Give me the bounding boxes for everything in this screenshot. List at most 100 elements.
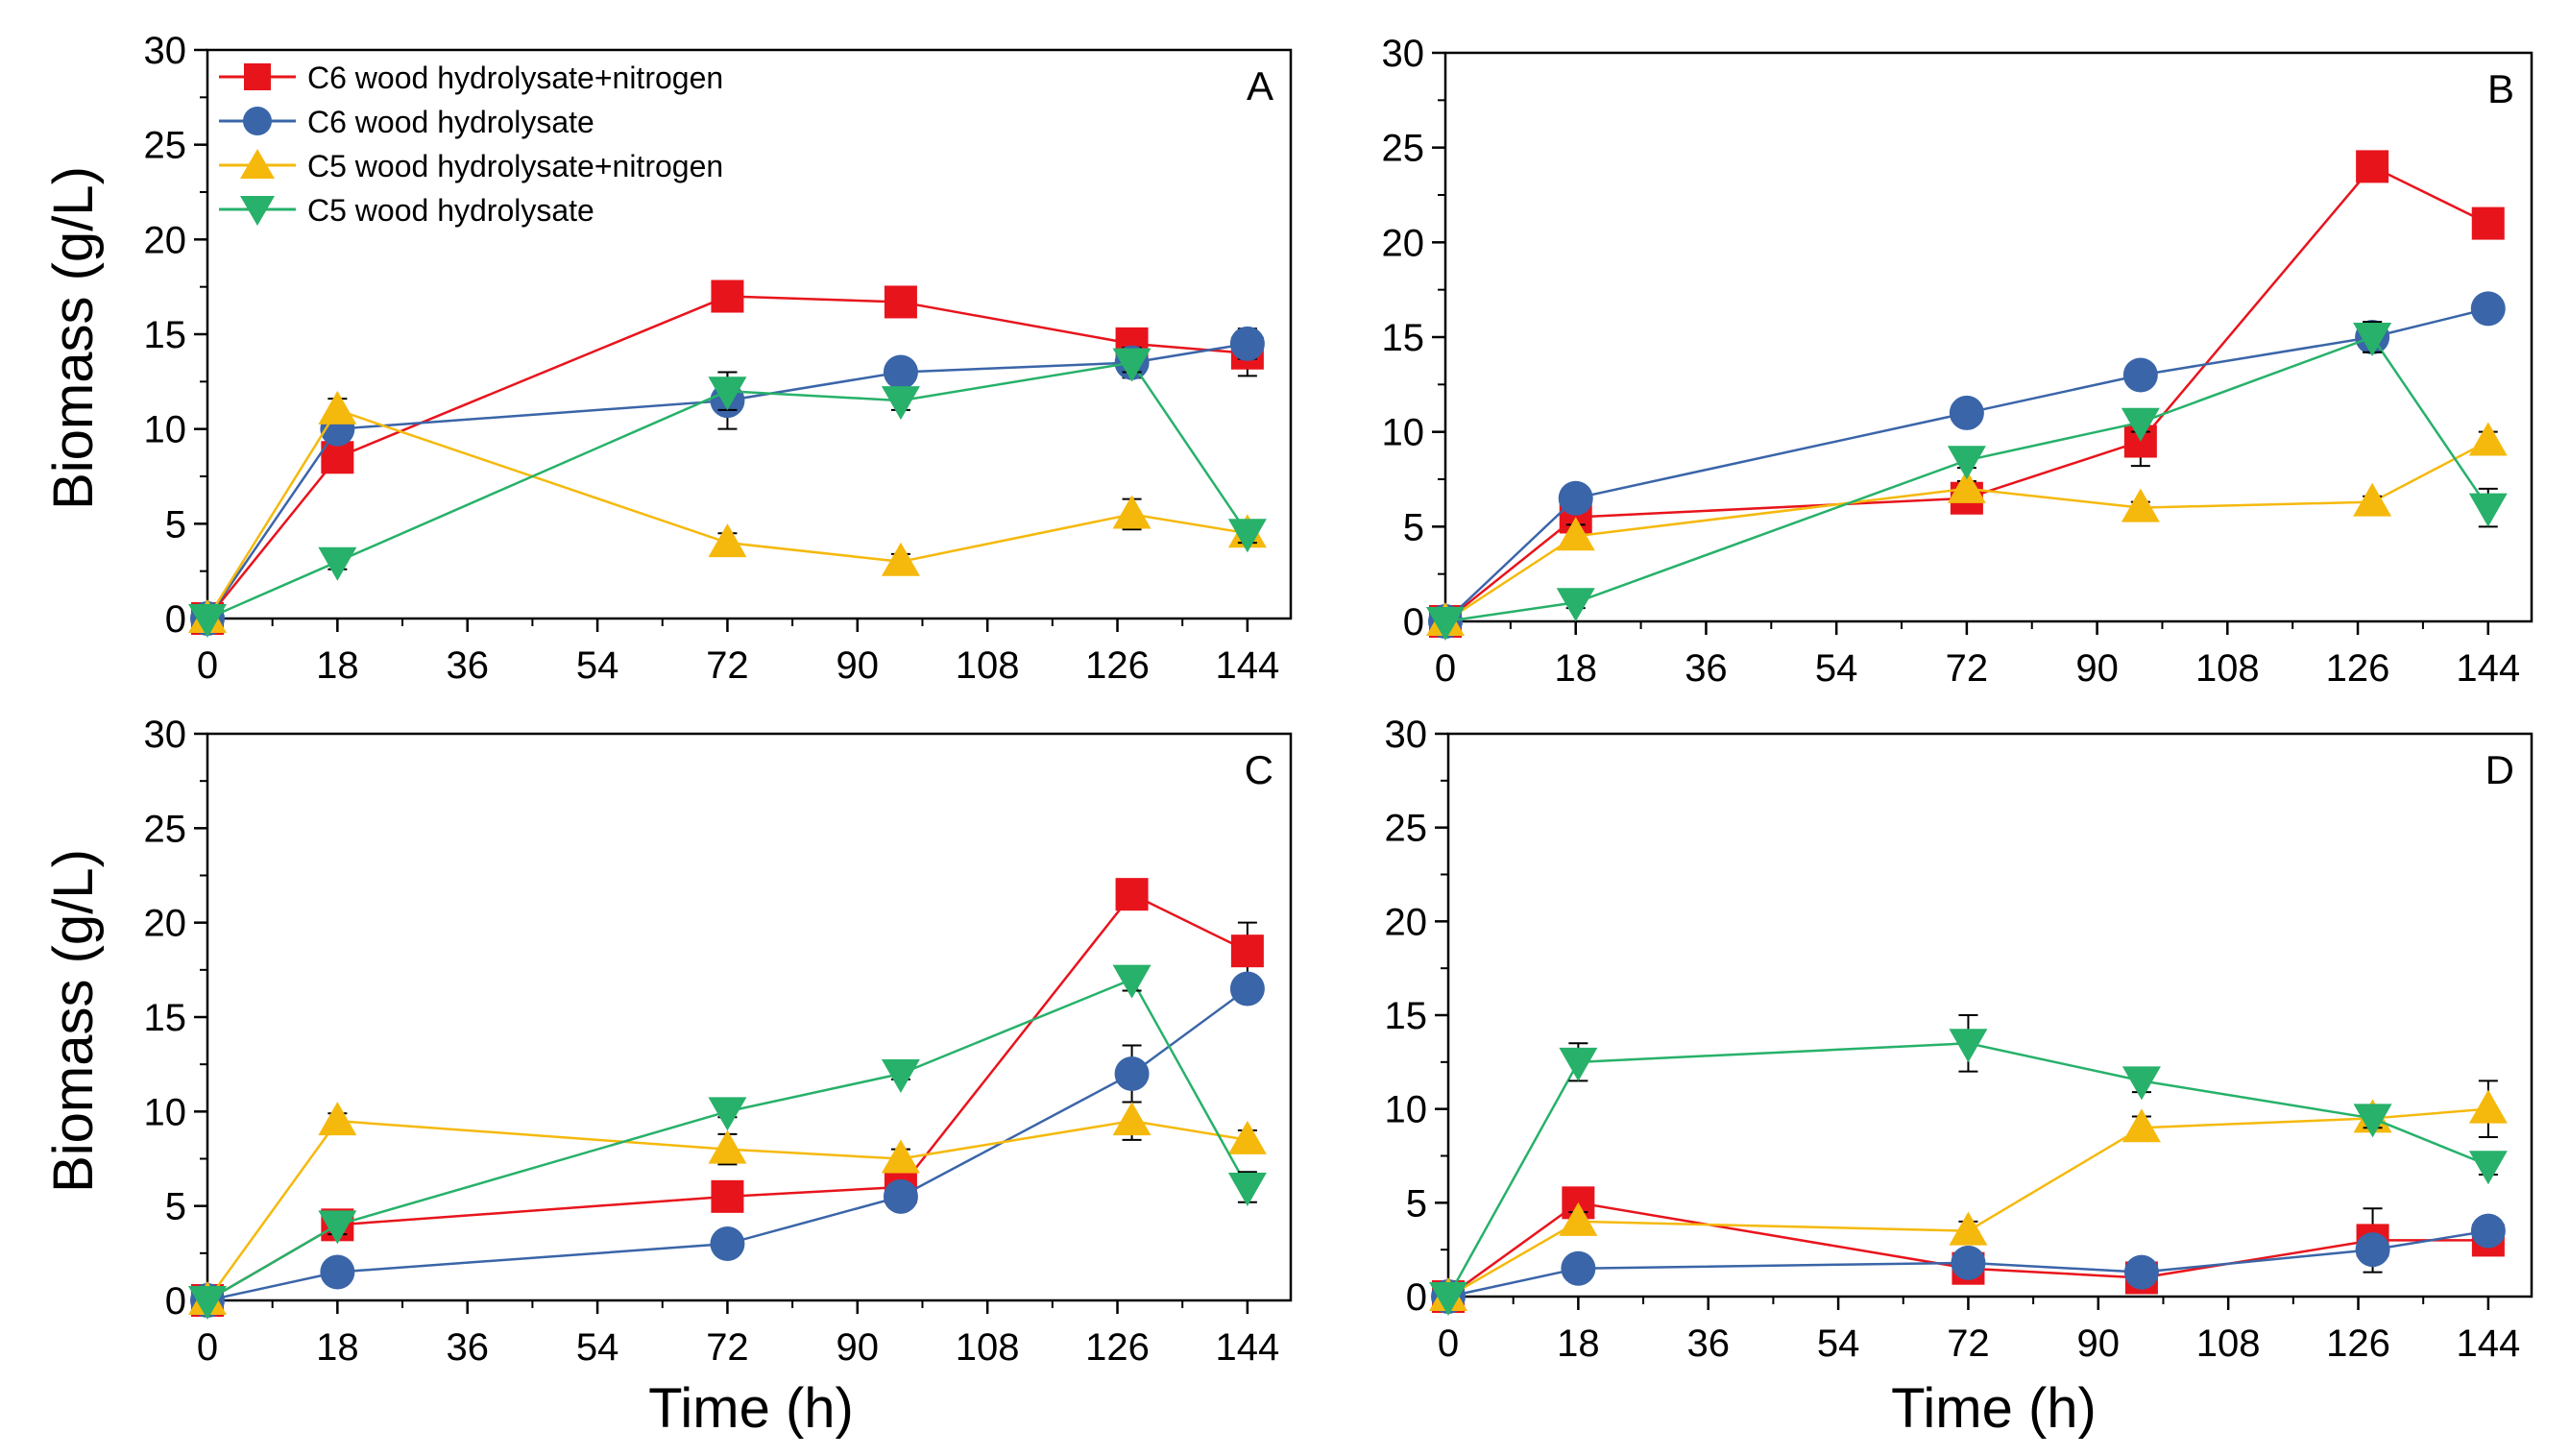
panel-c-series-c6-point-1 <box>320 1254 355 1290</box>
xlabel-left: Time (h) <box>648 1377 854 1440</box>
legend-marker-c5-nitrogen <box>240 149 275 179</box>
panels: 0 18 36 54 72 90 108 126 144 0 5 10 15 20 25 30 A 0 18 36 54… <box>144 30 2534 1369</box>
panel-a-series-c5n-point-3 <box>881 542 920 576</box>
panel-b-series-c5-point-2 <box>1947 446 1986 480</box>
panel-c-series-c6n-point-4 <box>1115 878 1149 911</box>
panel-a-xtick-label-0: 0 <box>197 644 218 687</box>
panel-a-xtick-label-7: 126 <box>1085 644 1150 687</box>
panel-b-series-c6-point-1 <box>1558 480 1593 516</box>
panel-c-series-c5-point-2 <box>708 1097 747 1131</box>
panel-b-series-c6n-line <box>1444 164 2489 622</box>
panel-b-ytick-label-2: 10 <box>1382 412 1425 454</box>
panel-d-series-c5n-point-1 <box>1559 1201 1598 1236</box>
panel-c-series-c5n-point-3 <box>881 1139 920 1174</box>
panel-c-xtick-label-7: 126 <box>1085 1326 1150 1369</box>
panel-c-series-c5 <box>188 964 1267 1320</box>
panel-a-series-c5n-point-4 <box>1112 495 1152 529</box>
panel-d-series-c6-point-3 <box>2123 1254 2159 1290</box>
panel-c-series-c5n <box>188 1101 1267 1315</box>
panel-b-ytick-label-5: 25 <box>1382 128 1425 170</box>
panel-a-ytick-label-4: 20 <box>144 219 187 261</box>
legend-item-c6-nitrogen: C6 wood hydrolysate+nitrogen <box>219 61 723 95</box>
panel-d-series-c5-point-4 <box>2353 1104 2392 1138</box>
panel-c-xtick-label-1: 18 <box>316 1326 359 1369</box>
panel-a-xtick-label-1: 18 <box>316 644 359 687</box>
panel-d-series-c5n-point-5 <box>2468 1089 2508 1124</box>
panel-d-ytick-label-0: 0 <box>1406 1276 1427 1319</box>
panel-a-series-c5 <box>188 348 1267 638</box>
panel-c-series-c5-point-3 <box>881 1059 920 1093</box>
panel-a-xtick-label-4: 72 <box>706 644 749 687</box>
legend-item-c5-nitrogen: C5 wood hydrolysate+nitrogen <box>219 149 723 183</box>
panel-c-series-c5n-point-2 <box>708 1129 747 1164</box>
panel-b-xtick-label-8: 144 <box>2456 647 2520 690</box>
panel-c-series-c6n-point-2 <box>711 1179 744 1213</box>
panel-a-ytick-label-1: 5 <box>165 503 186 546</box>
panel-d-ytick-label-4: 20 <box>1385 901 1428 943</box>
panel-a-xtick-label-5: 90 <box>836 644 880 687</box>
legend: C6 wood hydrolysate+nitrogen C6 wood hyd… <box>219 61 723 228</box>
panel-a-xtick-label-2: 36 <box>446 644 489 687</box>
panel-b-xtick-label-0: 0 <box>1435 647 1456 690</box>
panel-a-xtick-label-3: 54 <box>576 644 619 687</box>
panel-b-letter: B <box>2487 66 2514 111</box>
panel-c-series-c6-line <box>206 987 1249 1302</box>
panel-a-series-c5n-point-1 <box>318 390 357 425</box>
legend-label-c6: C6 wood hydrolysate <box>307 105 594 139</box>
panel-b-xtick-label-1: 18 <box>1554 647 1597 690</box>
panel-c-series-c5n-point-4 <box>1112 1102 1152 1136</box>
panel-a-series-c5n-point-2 <box>708 523 747 558</box>
panel-d-series-c6n-line <box>1447 1201 2488 1298</box>
panel-b-series-c6n-point-4 <box>2356 150 2389 183</box>
panel-d-series-c5n-point-3 <box>2121 1108 2161 1143</box>
panel-b-ytick-label-6: 30 <box>1382 33 1425 75</box>
panel-d: 0 18 36 54 72 90 108 126 144 0 5 10 15 20 25 30 D <box>1385 714 2534 1365</box>
legend-label-c5: C5 wood hydrolysate <box>307 193 594 228</box>
panel-c-ytick-label-0: 0 <box>165 1280 186 1323</box>
panel-c-xtick-label-8: 144 <box>1216 1326 1280 1369</box>
panel-a-ytick-label-0: 0 <box>165 598 186 641</box>
panel-c-series-c6 <box>190 971 1265 1318</box>
panel-b-series-c5-point-5 <box>2468 493 2508 527</box>
panel-d-series-c5-point-1 <box>1559 1047 1598 1081</box>
legend-marker-c6 <box>243 107 272 135</box>
legend-item-c6: C6 wood hydrolysate <box>219 105 594 139</box>
panel-c-xtick-label-0: 0 <box>197 1326 218 1369</box>
panel-a-letter: A <box>1247 63 1273 109</box>
panel-a-series-c6-point-5 <box>1229 326 1265 361</box>
panel-a-xtick-label-8: 144 <box>1216 644 1280 687</box>
panel-c-ytick-label-2: 10 <box>144 1091 187 1133</box>
panel-a-series-c5-point-1 <box>318 546 357 581</box>
panel-d-xtick-label-7: 126 <box>2326 1323 2390 1365</box>
panel-a-series-c5n-line <box>206 408 1249 619</box>
panel-b-series-c5n-line <box>1444 440 2489 623</box>
panel-d-series-c6-point-4 <box>2355 1232 2390 1268</box>
panel-d-series-c5n-point-2 <box>1949 1211 1988 1246</box>
panel-d-letter: D <box>2485 747 2514 792</box>
panel-c-xtick-label-4: 72 <box>706 1326 749 1369</box>
panel-d-series-c5n-line <box>1447 1107 2488 1298</box>
legend-marker-c5 <box>240 196 275 226</box>
panel-d-xtick-label-5: 90 <box>2077 1323 2121 1365</box>
panel-d-xtick-label-4: 72 <box>1947 1323 1990 1365</box>
legend-label-c5-nitrogen: C5 wood hydrolysate+nitrogen <box>307 149 723 183</box>
panel-c-series-c6-point-4 <box>1114 1056 1150 1091</box>
panel-d-series-c5 <box>1429 1014 2508 1316</box>
panel-b-series-c5n-point-3 <box>2121 488 2160 522</box>
panel-a-xtick-label-6: 108 <box>956 644 1020 687</box>
panel-a-series-c6-line <box>206 342 1249 619</box>
panel-c-xtick-label-5: 90 <box>836 1326 880 1369</box>
panel-a-series-c5-point-2 <box>708 376 747 411</box>
panel-c-series-c6-point-5 <box>1229 971 1265 1007</box>
xlabel-right: Time (h) <box>1891 1377 2097 1440</box>
panel-d-series-c5-point-5 <box>2468 1151 2508 1185</box>
panel-b-xtick-label-4: 72 <box>1946 647 1989 690</box>
panel-c-series-c5-point-1 <box>318 1210 357 1245</box>
panel-b-series-c5n-point-5 <box>2468 422 2508 456</box>
panel-c-ytick-label-6: 30 <box>144 714 187 756</box>
panel-c-series-c5-point-0 <box>188 1286 227 1320</box>
panel-c-series-c5n-line <box>206 1119 1249 1301</box>
panel-d-series-c6-line <box>1447 1229 2489 1298</box>
ylabel-top: Biomass (g/L) <box>42 166 105 510</box>
